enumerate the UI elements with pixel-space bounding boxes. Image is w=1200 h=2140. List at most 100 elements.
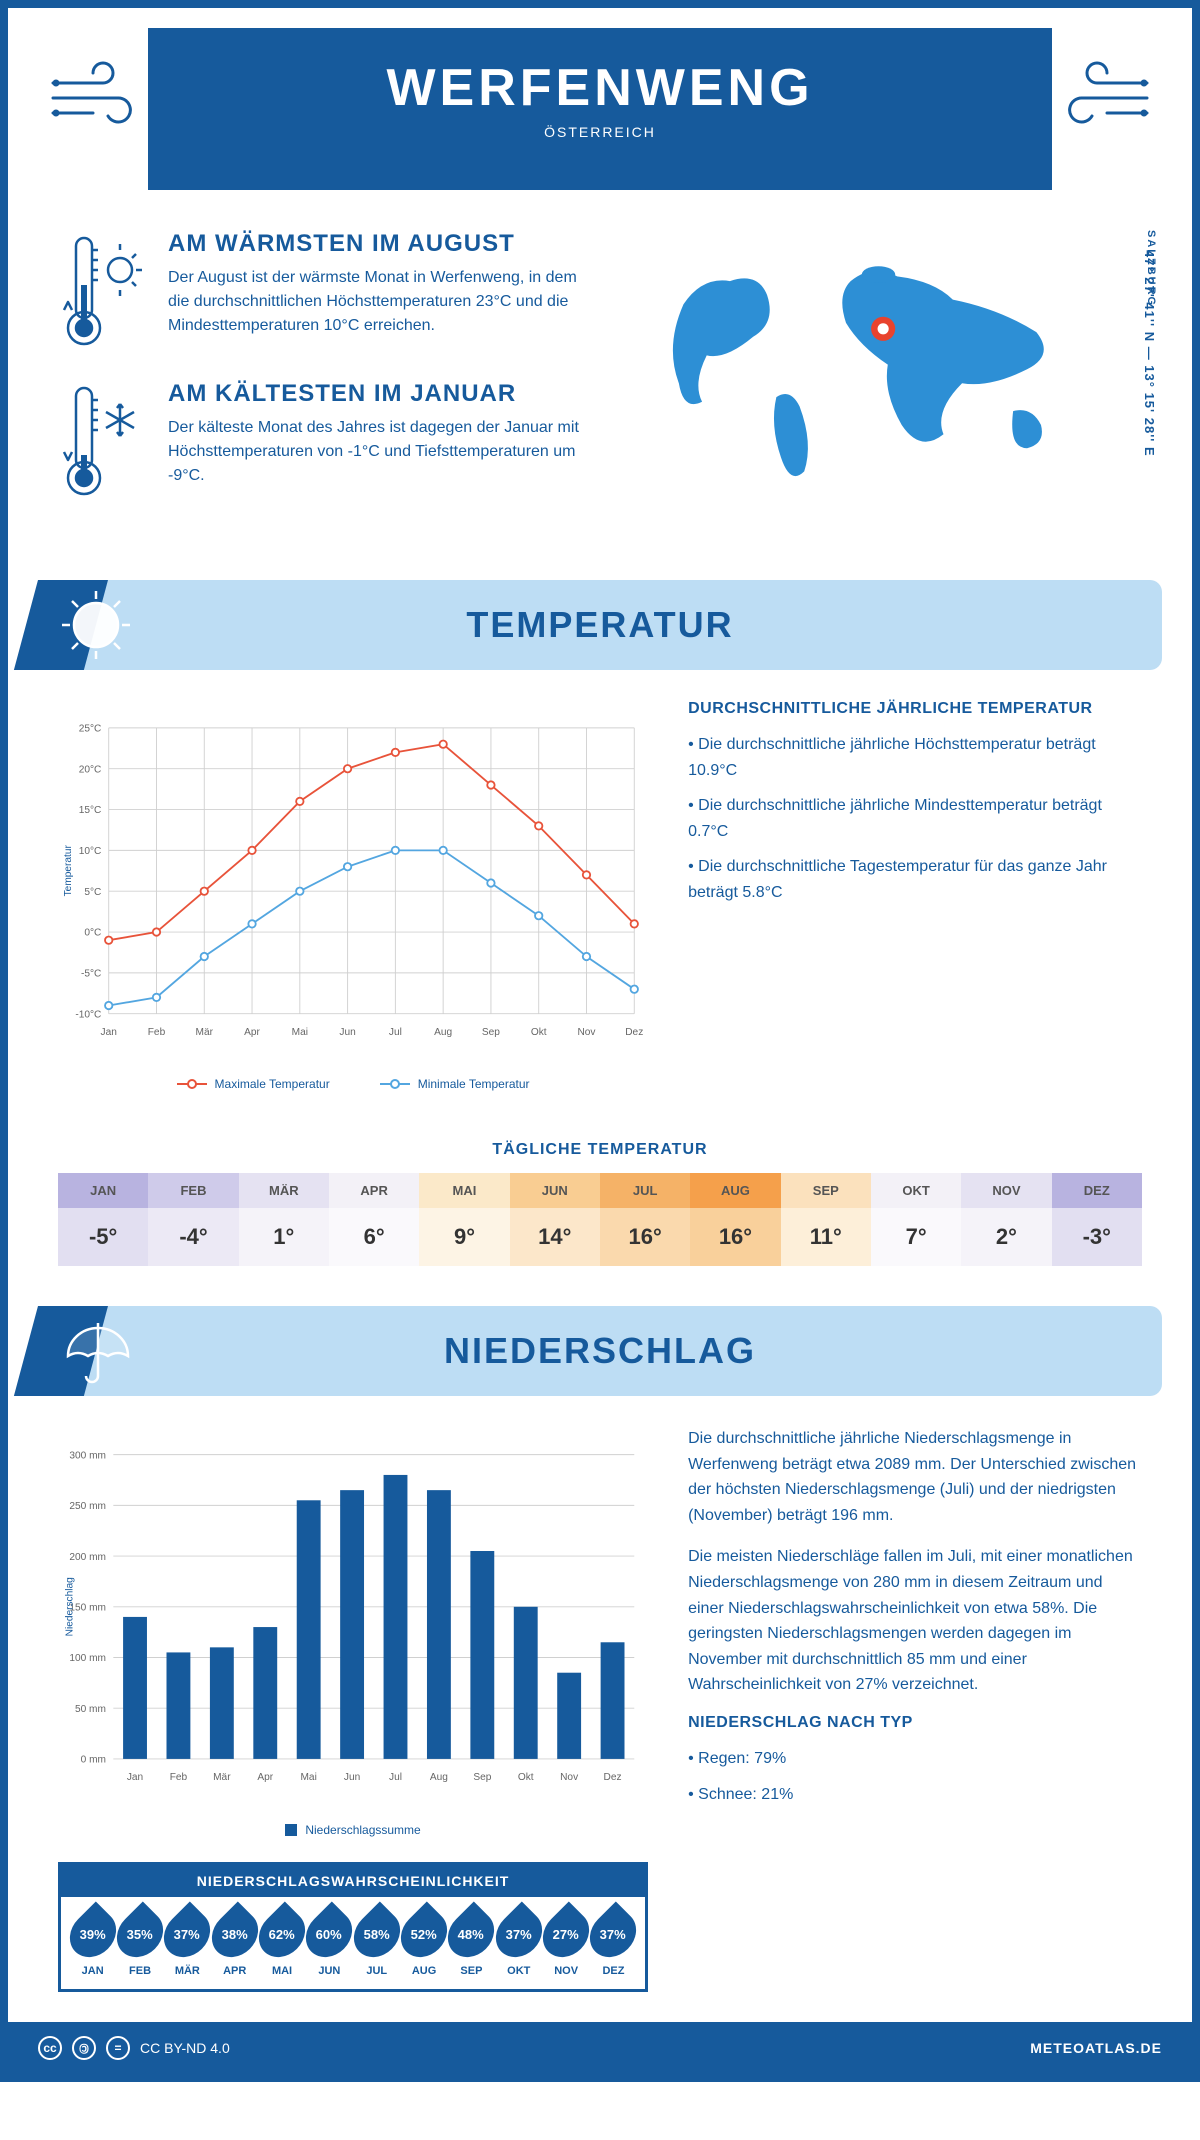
svg-text:200 mm: 200 mm: [69, 1552, 106, 1563]
svg-text:Niederschlag: Niederschlag: [65, 1577, 76, 1636]
wind-icon: [48, 58, 148, 138]
svg-text:0°C: 0°C: [84, 928, 101, 939]
fact-warm-title: AM WÄRMSTEN IM AUGUST: [168, 230, 585, 258]
nd-icon: =: [106, 2036, 130, 2060]
daily-cell: SEP11°: [781, 1173, 871, 1266]
prob-cell: 39%JAN: [69, 1909, 116, 1977]
prob-cell: 60%JUN: [306, 1909, 353, 1977]
svg-text:Aug: Aug: [434, 1027, 452, 1038]
daily-cell: JAN-5°: [58, 1173, 148, 1266]
daily-cell: DEZ-3°: [1052, 1173, 1142, 1266]
svg-text:Okt: Okt: [531, 1027, 547, 1038]
precip-text-1: Die durchschnittliche jährliche Niedersc…: [688, 1426, 1142, 1528]
prob-cell: 35%FEB: [116, 1909, 163, 1977]
prob-cell: 62%MAI: [258, 1909, 305, 1977]
precip-text-2: Die meisten Niederschläge fallen im Juli…: [688, 1544, 1142, 1698]
precip-type-bullet: • Schnee: 21%: [688, 1782, 1142, 1808]
svg-text:Dez: Dez: [604, 1772, 622, 1783]
svg-text:Okt: Okt: [518, 1772, 534, 1783]
precipitation-bar-chart: 0 mm50 mm100 mm150 mm200 mm250 mm300 mmJ…: [58, 1426, 648, 1806]
svg-text:Jan: Jan: [101, 1027, 117, 1038]
fact-coldest: AM KÄLTESTEN IM JANUAR Der kälteste Mona…: [58, 380, 585, 500]
temp-info-heading: DURCHSCHNITTLICHE JÄHRLICHE TEMPERATUR: [688, 700, 1142, 718]
license-text: CC BY-ND 4.0: [140, 2040, 230, 2056]
thermometer-snow-icon: [58, 380, 148, 500]
svg-text:Nov: Nov: [577, 1027, 596, 1038]
legend-max: Maximale Temperatur: [215, 1077, 330, 1091]
daily-cell: APR6°: [329, 1173, 419, 1266]
site-name: METEOATLAS.DE: [1030, 2040, 1162, 2056]
location-subtitle: ÖSTERREICH: [168, 124, 1032, 140]
legend-min: Minimale Temperatur: [418, 1077, 530, 1091]
daily-cell: MÄR1°: [239, 1173, 329, 1266]
fact-warmest: AM WÄRMSTEN IM AUGUST Der August ist der…: [58, 230, 585, 350]
svg-text:Feb: Feb: [170, 1772, 188, 1783]
prob-cell: 58%JUL: [353, 1909, 400, 1977]
svg-text:Aug: Aug: [430, 1772, 448, 1783]
by-icon: 🄯: [72, 2036, 96, 2060]
daily-cell: FEB-4°: [148, 1173, 238, 1266]
svg-text:Sep: Sep: [473, 1772, 491, 1783]
section-title: TEMPERATUR: [466, 604, 733, 646]
svg-text:Sep: Sep: [482, 1027, 500, 1038]
daily-cell: MAI9°: [419, 1173, 509, 1266]
prob-title: NIEDERSCHLAGSWAHRSCHEINLICHKEIT: [61, 1865, 645, 1897]
sun-icon: [56, 585, 136, 665]
temp-bullet: • Die durchschnittliche jährliche Mindes…: [688, 793, 1142, 844]
daily-temp-title: TÄGLICHE TEMPERATUR: [8, 1141, 1192, 1159]
prob-cell: 37%DEZ: [590, 1909, 637, 1977]
svg-text:25°C: 25°C: [79, 724, 102, 735]
daily-temp-table: JAN-5°FEB-4°MÄR1°APR6°MAI9°JUN14°JUL16°A…: [58, 1173, 1142, 1266]
cc-icon: cc: [38, 2036, 62, 2060]
svg-text:-10°C: -10°C: [75, 1009, 101, 1020]
temp-bullet: • Die durchschnittliche Tagestemperatur …: [688, 854, 1142, 905]
precip-type-bullet: • Regen: 79%: [688, 1746, 1142, 1772]
svg-text:Jun: Jun: [344, 1772, 360, 1783]
svg-text:0 mm: 0 mm: [81, 1755, 106, 1766]
daily-cell: JUL16°: [600, 1173, 690, 1266]
header-wrap: WERFENWENG ÖSTERREICH: [8, 28, 1192, 190]
precip-probability-box: NIEDERSCHLAGSWAHRSCHEINLICHKEIT 39%JAN35…: [58, 1862, 648, 1992]
svg-text:Mär: Mär: [213, 1772, 231, 1783]
svg-text:Jun: Jun: [339, 1027, 355, 1038]
svg-text:250 mm: 250 mm: [69, 1501, 106, 1512]
fact-cold-text: Der kälteste Monat des Jahres ist dagege…: [168, 416, 585, 488]
prob-cell: 48%SEP: [448, 1909, 495, 1977]
location-title: WERFENWENG: [168, 58, 1032, 118]
svg-text:-5°C: -5°C: [81, 969, 101, 980]
svg-text:Nov: Nov: [560, 1772, 579, 1783]
svg-text:Temperatur: Temperatur: [63, 845, 74, 897]
coordinates: 47° 27' 41'' N — 13° 15' 28'' E: [1142, 250, 1157, 457]
prob-cell: 37%OKT: [495, 1909, 542, 1977]
svg-text:20°C: 20°C: [79, 764, 102, 775]
prob-cell: 52%AUG: [400, 1909, 447, 1977]
section-title: NIEDERSCHLAG: [444, 1330, 756, 1372]
world-map: [615, 230, 1142, 490]
fact-cold-title: AM KÄLTESTEN IM JANUAR: [168, 380, 585, 408]
prob-cell: 37%MÄR: [164, 1909, 211, 1977]
daily-cell: NOV2°: [961, 1173, 1051, 1266]
thermometer-sun-icon: [58, 230, 148, 350]
precip-legend: Niederschlagssumme: [58, 1823, 648, 1837]
svg-text:Dez: Dez: [625, 1027, 643, 1038]
umbrella-icon: [56, 1311, 136, 1391]
svg-text:10°C: 10°C: [79, 846, 102, 857]
svg-text:Jul: Jul: [389, 1772, 402, 1783]
daily-cell: JUN14°: [510, 1173, 600, 1266]
svg-text:15°C: 15°C: [79, 805, 102, 816]
svg-text:100 mm: 100 mm: [69, 1653, 106, 1664]
prob-cell: 27%NOV: [542, 1909, 589, 1977]
temp-legend: Maximale Temperatur Minimale Temperatur: [58, 1077, 648, 1091]
svg-text:5°C: 5°C: [84, 887, 101, 898]
page-header: WERFENWENG ÖSTERREICH: [148, 28, 1052, 190]
temperature-header: TEMPERATUR: [38, 580, 1162, 670]
wind-icon: [1052, 58, 1152, 138]
svg-text:Mär: Mär: [196, 1027, 214, 1038]
svg-text:Mai: Mai: [301, 1772, 317, 1783]
fact-warm-text: Der August ist der wärmste Monat in Werf…: [168, 266, 585, 338]
daily-cell: OKT7°: [871, 1173, 961, 1266]
temperature-line-chart: -10°C-5°C0°C5°C10°C15°C20°C25°CJanFebMär…: [58, 700, 648, 1060]
precipitation-header: NIEDERSCHLAG: [38, 1306, 1162, 1396]
precip-type-heading: NIEDERSCHLAG NACH TYP: [688, 1714, 1142, 1732]
daily-cell: AUG16°: [690, 1173, 780, 1266]
